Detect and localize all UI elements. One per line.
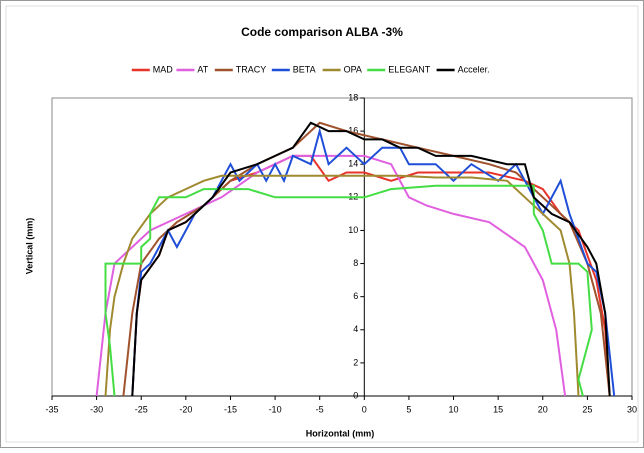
series-line xyxy=(95,154,567,397)
legend-label: MAD xyxy=(153,64,174,74)
series-line xyxy=(131,121,611,397)
legend-label: Acceler. xyxy=(458,64,490,74)
legend-label: BETA xyxy=(293,64,316,74)
x-tick-label: -10 xyxy=(269,404,282,414)
x-tick-label: -35 xyxy=(45,404,58,414)
x-tick-label: -20 xyxy=(179,404,192,414)
y-tick-label: 2 xyxy=(353,357,358,367)
y-tick-label: 8 xyxy=(353,258,358,268)
y-tick-label: 16 xyxy=(348,125,358,135)
legend-label: OPA xyxy=(344,64,362,74)
legend-label: ELEGANT xyxy=(388,64,431,74)
y-tick-label: 18 xyxy=(348,92,358,102)
x-tick-label: 5 xyxy=(406,404,411,414)
x-axis-label: Horizontal (mm) xyxy=(306,428,375,438)
x-tick-label: -5 xyxy=(316,404,324,414)
y-tick-label: 10 xyxy=(348,225,358,235)
y-tick-label: 6 xyxy=(353,291,358,301)
x-tick-label: 0 xyxy=(362,404,367,414)
legend-label: AT xyxy=(197,64,208,74)
series-line xyxy=(104,184,593,397)
legend-label: TRACY xyxy=(236,64,267,74)
series-line xyxy=(104,174,580,397)
y-tick-label: 4 xyxy=(353,324,358,334)
x-tick-label: -30 xyxy=(90,404,103,414)
y-tick-label: 14 xyxy=(348,159,358,169)
x-tick-label: 10 xyxy=(449,404,459,414)
inner-frame xyxy=(5,5,639,443)
y-tick-label: 0 xyxy=(353,390,358,400)
x-tick-label: -15 xyxy=(224,404,237,414)
x-tick-label: 30 xyxy=(627,404,637,414)
x-tick-label: 20 xyxy=(538,404,548,414)
y-axis-label: Vertical (mm) xyxy=(24,218,34,275)
x-tick-label: 25 xyxy=(582,404,592,414)
x-tick-label: 15 xyxy=(493,404,503,414)
chart-title: Code comparison ALBA -3% xyxy=(241,25,403,39)
x-tick-label: -25 xyxy=(135,404,148,414)
